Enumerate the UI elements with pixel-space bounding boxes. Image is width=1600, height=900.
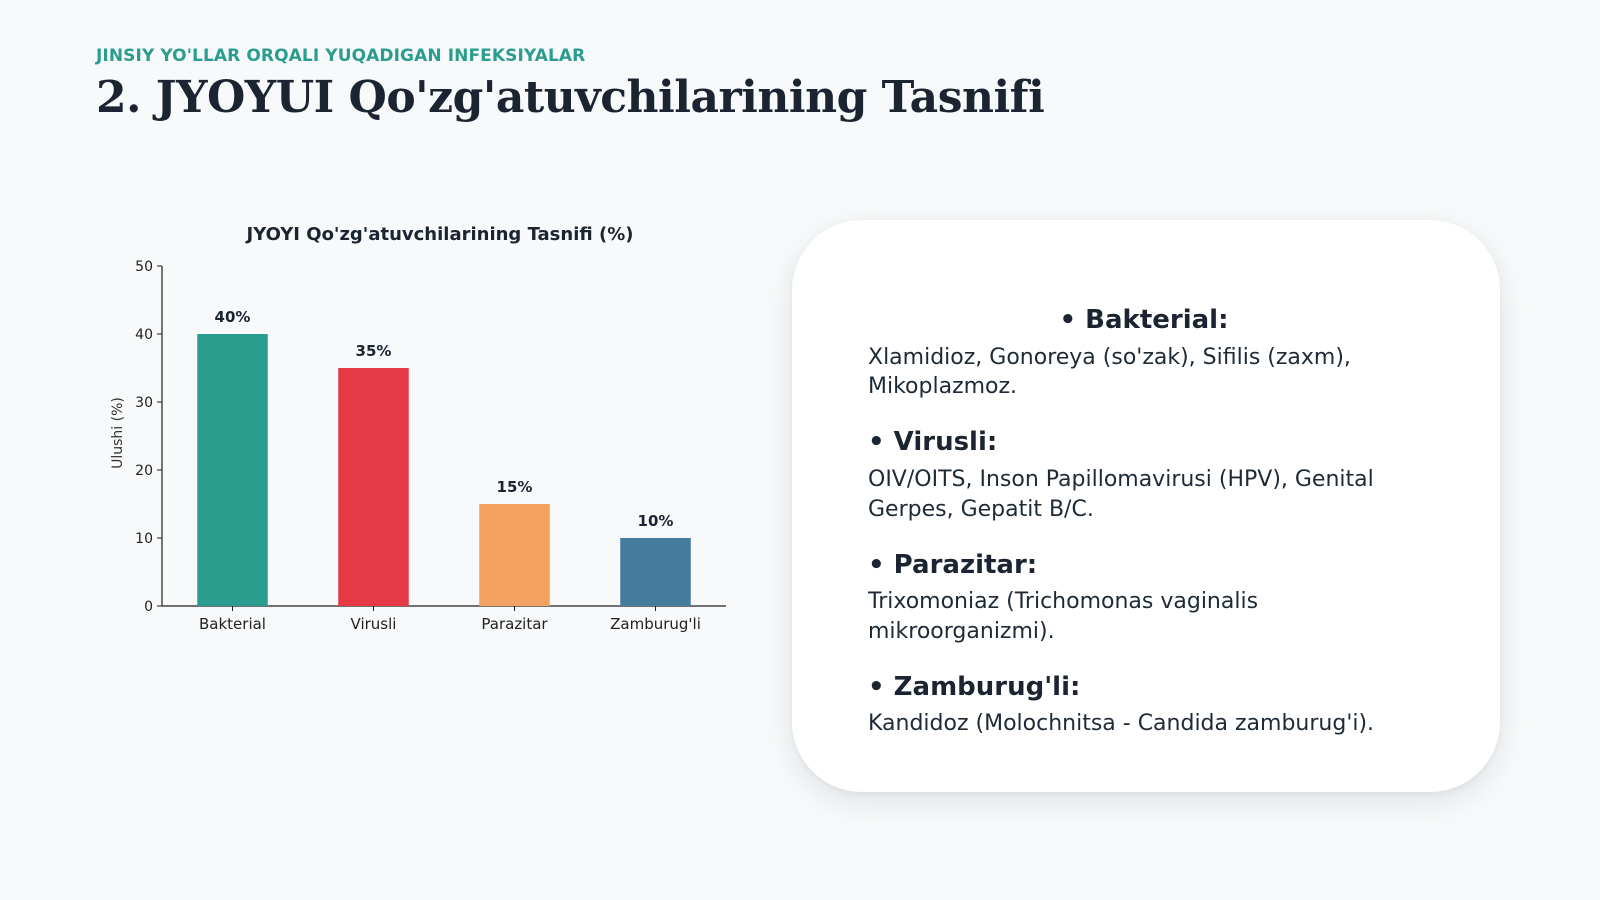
bar-value-label: 40% [215, 308, 251, 326]
chart-title: JYOYI Qo'zg'atuvchilarining Tasnifi (%) [245, 224, 634, 245]
bar-value-label: 10% [638, 512, 674, 530]
x-tick-label: Virusli [351, 615, 397, 633]
y-tick-label: 50 [135, 259, 153, 275]
category-heading: • Parazitar: [868, 549, 1038, 580]
x-tick-label: Bakterial [199, 615, 266, 633]
bar-chart: JYOYI Qo'zg'atuvchilarining Tasnifi (%) … [100, 220, 760, 660]
category-heading: • Bakterial: [1059, 305, 1229, 335]
x-tick-label: Zamburug'li [610, 615, 701, 633]
bar-value-label: 15% [497, 478, 533, 496]
category-virusli: • Virusli: OIV/OITS, Inson Papillomaviru… [868, 426, 1420, 524]
y-tick-label: 20 [135, 463, 153, 479]
y-tick-label: 0 [144, 599, 153, 615]
y-tick-label: 10 [135, 531, 153, 547]
bar-1 [338, 368, 409, 606]
x-tick-label: Parazitar [481, 615, 548, 633]
section-subtitle: JINSIY YO'LLAR ORQALI YUQADIGAN INFEKSIY… [96, 46, 586, 66]
category-heading: • Zamburug'li: [868, 671, 1081, 702]
page-title: 2. JYOYUI Qo'zg'atuvchilarining Tasnifi [96, 72, 1045, 123]
category-zamburugli: • Zamburug'li: Kandidoz (Molochnitsa - C… [868, 671, 1420, 739]
category-description: Kandidoz (Molochnitsa - Candida zamburug… [868, 711, 1375, 737]
y-tick-label: 40 [135, 327, 153, 343]
bar-2 [479, 504, 550, 606]
y-axis-label: Ulushi (%) [110, 397, 126, 469]
category-description: Trixomoniaz (Trichomonas vaginalis mikro… [868, 589, 1259, 645]
classification-card: • Bakterial: Xlamidioz, Gonoreya (so'zak… [792, 220, 1500, 792]
chart-svg: JYOYI Qo'zg'atuvchilarining Tasnifi (%) … [110, 224, 726, 633]
category-description: OIV/OITS, Inson Papillomavirusi (HPV), G… [868, 466, 1374, 522]
category-description: Xlamidioz, Gonoreya (so'zak), Sifilis (z… [868, 344, 1351, 400]
category-parazitar: • Parazitar: Trixomoniaz (Trichomonas va… [868, 549, 1420, 647]
category-bakterial: • Bakterial: Xlamidioz, Gonoreya (so'zak… [868, 304, 1420, 402]
category-heading: • Virusli: [868, 427, 998, 458]
bar-value-label: 35% [356, 342, 392, 360]
bar-0 [197, 334, 268, 606]
bar-3 [620, 538, 691, 606]
y-tick-label: 30 [135, 395, 153, 411]
slide-header: JINSIY YO'LLAR ORQALI YUQADIGAN INFEKSIY… [96, 46, 1045, 123]
